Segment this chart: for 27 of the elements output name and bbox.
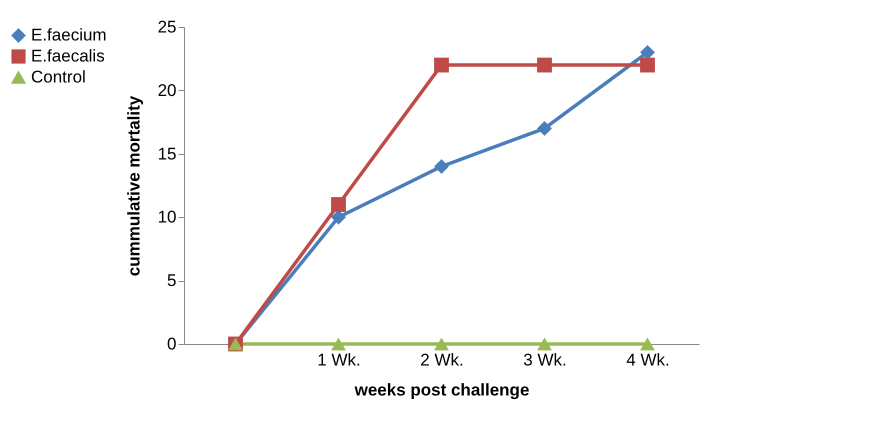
y-tick-label: 0 — [167, 334, 176, 354]
y-tick-label: 15 — [158, 144, 176, 164]
point — [434, 58, 449, 72]
legend-label: E.faecium — [31, 26, 107, 44]
legend-label: Control — [31, 68, 86, 86]
point — [640, 44, 655, 60]
x-tick-label: 2 Wk. — [420, 350, 464, 370]
y-tick-label: 25 — [158, 18, 176, 36]
x-tick-label: 1 Wk. — [317, 350, 361, 370]
point — [331, 338, 346, 350]
point — [434, 338, 449, 350]
point — [640, 58, 655, 72]
y-tick-label: 5 — [167, 271, 176, 290]
point — [537, 58, 552, 72]
point — [331, 197, 346, 212]
y-tick-label: 10 — [158, 208, 176, 227]
y-tick-label: 20 — [158, 80, 176, 100]
point — [434, 159, 449, 174]
x-tick-label: 3 Wk. — [523, 350, 567, 370]
point — [640, 338, 655, 350]
y-axis-title: cummulative mortality — [124, 95, 144, 276]
point — [537, 121, 552, 136]
point — [331, 210, 346, 225]
x-axis-title: weeks post challenge — [354, 380, 530, 400]
point — [537, 338, 552, 350]
x-tick-label: 4 Wk. — [626, 350, 670, 370]
legend-label: E.faecalis — [31, 46, 105, 66]
